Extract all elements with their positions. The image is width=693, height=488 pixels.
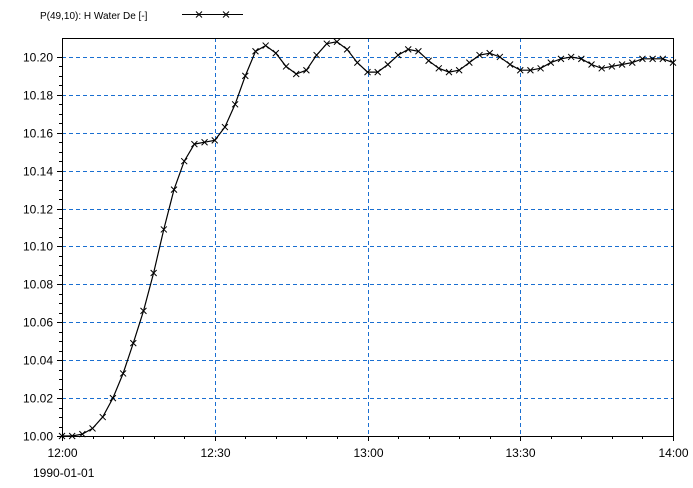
x-tick-label: 14:00 bbox=[658, 446, 688, 460]
y-tick-label: 10.14 bbox=[23, 165, 53, 179]
data-point-marker bbox=[140, 307, 147, 315]
data-point-marker bbox=[89, 425, 96, 432]
data-point-marker bbox=[282, 63, 290, 70]
data-point-marker bbox=[516, 66, 524, 74]
data-point-marker bbox=[425, 57, 432, 65]
y-tick-label: 10.10 bbox=[23, 240, 53, 254]
data-point-marker bbox=[364, 68, 371, 76]
data-point-marker bbox=[129, 339, 137, 347]
data-point-marker bbox=[180, 157, 188, 165]
plot-frame bbox=[62, 38, 674, 437]
data-point-marker bbox=[191, 140, 198, 148]
y-tick-label: 10.06 bbox=[23, 316, 53, 330]
x-tick-label: 13:30 bbox=[505, 446, 535, 460]
data-point-marker bbox=[639, 55, 646, 63]
data-point-marker bbox=[160, 226, 168, 233]
data-point-marker bbox=[292, 70, 300, 78]
y-tick-label: 10.00 bbox=[23, 430, 53, 444]
y-tick-label: 10.20 bbox=[23, 51, 53, 65]
data-point-marker bbox=[353, 59, 361, 66]
data-point-marker bbox=[506, 61, 514, 68]
series-layer bbox=[58, 38, 677, 440]
data-point-marker bbox=[628, 59, 636, 66]
data-point-marker bbox=[313, 51, 320, 59]
data-point-marker bbox=[618, 61, 626, 68]
data-point-marker bbox=[221, 123, 229, 131]
data-point-marker bbox=[272, 49, 280, 57]
data-point-marker bbox=[394, 51, 402, 59]
data-point-marker bbox=[486, 49, 494, 57]
data-point-marker bbox=[201, 138, 208, 146]
data-point-marker bbox=[496, 53, 504, 61]
legend-label: P(49,10): H Water De [-] bbox=[40, 11, 148, 22]
x-tick-label: 12:00 bbox=[47, 446, 77, 460]
data-point-marker bbox=[404, 46, 412, 53]
data-point-marker bbox=[567, 53, 575, 61]
data-point-marker bbox=[577, 55, 585, 63]
y-tick-label: 10.08 bbox=[23, 278, 53, 292]
data-point-marker bbox=[99, 413, 107, 421]
data-point-marker bbox=[252, 47, 259, 55]
data-point-marker bbox=[435, 64, 443, 72]
axes: 10.00 10.02 10.04 10.06 10.08 10.10 10.12 10.14… bbox=[23, 38, 689, 460]
data-point-marker bbox=[476, 51, 483, 59]
data-point-marker bbox=[598, 64, 606, 72]
data-point-marker bbox=[547, 59, 555, 66]
y-tick-label: 10.16 bbox=[23, 127, 53, 141]
data-point-marker bbox=[527, 66, 534, 74]
data-point-marker bbox=[343, 46, 351, 53]
data-point-marker bbox=[119, 370, 127, 377]
data-point-marker bbox=[303, 66, 310, 74]
grid bbox=[62, 38, 673, 436]
data-point-marker bbox=[649, 55, 656, 63]
data-point-marker bbox=[262, 42, 270, 49]
data-point-marker bbox=[669, 59, 677, 66]
x-axis-date-label: 1990-01-01 bbox=[33, 466, 95, 480]
data-point-marker bbox=[588, 61, 595, 68]
data-point-marker bbox=[374, 68, 382, 76]
data-point-marker bbox=[384, 61, 392, 68]
data-point-marker bbox=[557, 55, 565, 63]
series-line bbox=[62, 41, 674, 437]
x-tick-label: 13:00 bbox=[353, 446, 383, 460]
data-point-marker bbox=[231, 100, 239, 108]
legend-marker bbox=[222, 11, 230, 18]
data-point-marker bbox=[170, 186, 178, 193]
y-tick-label: 10.02 bbox=[23, 392, 53, 406]
y-tick-label: 10.12 bbox=[23, 203, 53, 217]
data-point-marker bbox=[537, 64, 544, 72]
data-point-marker bbox=[58, 432, 66, 440]
data-point-marker bbox=[415, 47, 422, 55]
data-point-marker bbox=[323, 40, 331, 48]
legend: P(49,10): H Water De [-] bbox=[40, 11, 243, 22]
data-point-marker bbox=[608, 63, 616, 70]
legend-marker bbox=[195, 11, 203, 18]
data-point-marker bbox=[150, 269, 158, 277]
data-point-marker bbox=[465, 59, 473, 66]
x-tick-label: 12:30 bbox=[200, 446, 230, 460]
y-tick-label: 10.04 bbox=[23, 354, 53, 368]
data-point-marker bbox=[455, 66, 463, 74]
data-point-marker bbox=[333, 38, 341, 46]
legend-marker-sample bbox=[182, 11, 243, 18]
data-point-marker bbox=[445, 68, 453, 76]
data-point-marker bbox=[659, 55, 667, 63]
y-tick-label: 10.18 bbox=[23, 89, 53, 103]
data-point-marker bbox=[211, 136, 219, 144]
data-point-marker bbox=[68, 432, 76, 440]
data-point-marker bbox=[109, 394, 117, 402]
data-point-marker bbox=[241, 72, 249, 80]
data-point-marker bbox=[79, 430, 86, 438]
